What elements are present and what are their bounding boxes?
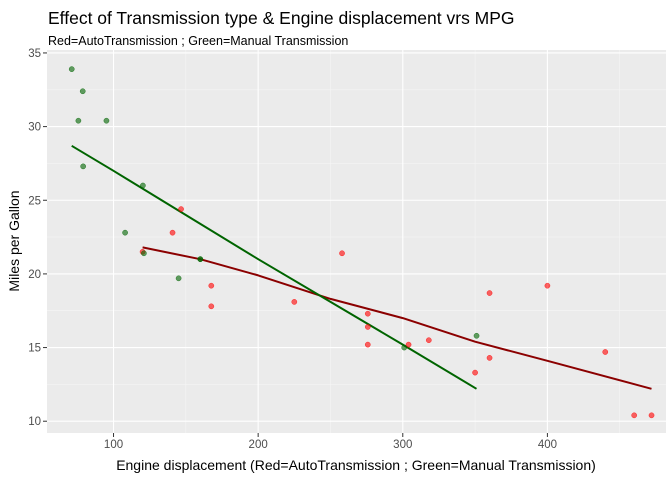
point-auto	[208, 303, 215, 310]
point-manual	[401, 344, 408, 351]
point-manual	[122, 229, 128, 236]
axes: 100 200 300 400 10 15 20 25 30 35	[28, 48, 557, 451]
minor-gridlines	[47, 50, 666, 433]
major-gridlines	[47, 50, 666, 433]
point-manual	[80, 163, 87, 170]
point-auto	[472, 369, 478, 376]
y-tick-label: 35	[28, 48, 41, 60]
point-auto	[169, 229, 176, 236]
y-tick-label: 20	[28, 269, 41, 281]
point-auto	[631, 412, 638, 419]
point-manual	[175, 275, 182, 282]
point-manual	[75, 117, 82, 124]
point-auto	[648, 412, 655, 419]
point-manual	[197, 256, 204, 263]
point-manual	[141, 250, 147, 257]
chart-subtitle: Red=AutoTransmission ; Green=Manual Tran…	[48, 34, 348, 48]
fit-lines	[71, 144, 652, 390]
point-auto	[486, 355, 493, 361]
point-auto	[364, 324, 371, 330]
x-tick-label: 200	[249, 439, 268, 451]
point-auto	[425, 337, 432, 344]
x-tick-label: 100	[104, 439, 123, 451]
point-auto	[208, 282, 215, 289]
y-tick-label: 10	[28, 416, 41, 428]
point-auto	[544, 282, 551, 289]
y-tick-label: 25	[28, 195, 41, 207]
y-tick-label: 15	[28, 343, 41, 355]
point-auto	[602, 349, 609, 355]
point-auto	[178, 206, 184, 212]
y-tick-label: 30	[28, 122, 41, 134]
chart-title: Effect of Transmission type & Engine dis…	[48, 8, 515, 28]
point-manual	[473, 332, 480, 339]
point-manual	[103, 117, 110, 124]
point-auto	[405, 341, 412, 348]
fit-line-manual	[71, 144, 478, 390]
point-manual	[140, 182, 146, 189]
data-points	[68, 66, 655, 419]
x-tick-label: 400	[538, 439, 557, 451]
x-tick-label: 300	[393, 439, 412, 451]
point-auto	[486, 290, 493, 296]
point-auto	[364, 310, 371, 317]
fit-line-auto	[142, 246, 652, 390]
plot-panel	[47, 50, 666, 433]
point-auto	[291, 299, 298, 305]
y-axis-title: Miles per Gallon	[6, 190, 22, 291]
point-manual	[68, 66, 75, 73]
point-auto	[339, 250, 345, 257]
point-manual	[79, 88, 86, 95]
x-axis-title: Engine displacement (Red=AutoTransmissio…	[116, 457, 596, 473]
point-auto	[364, 341, 371, 348]
